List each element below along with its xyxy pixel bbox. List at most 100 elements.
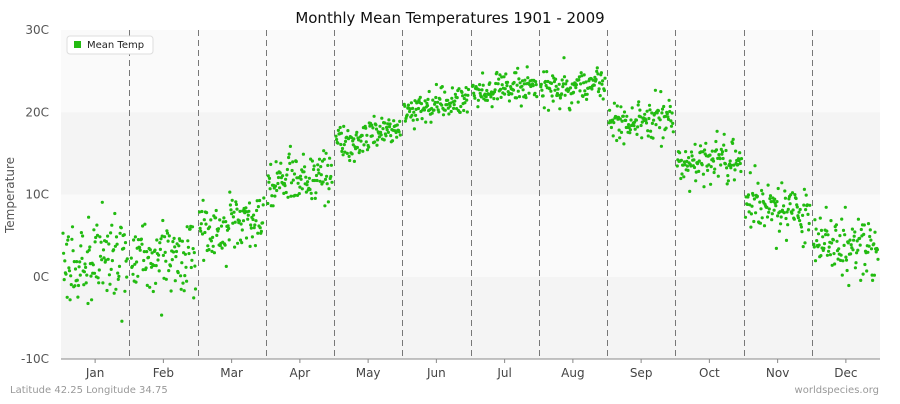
- data-point: [873, 230, 877, 234]
- data-point: [174, 255, 178, 259]
- data-point: [731, 141, 735, 145]
- data-point: [138, 245, 142, 250]
- data-point: [511, 88, 516, 92]
- data-point: [849, 252, 853, 256]
- data-point: [443, 108, 447, 112]
- data-point: [408, 107, 412, 111]
- data-point: [858, 236, 862, 240]
- data-point: [591, 78, 595, 82]
- data-point: [145, 250, 149, 254]
- data-point: [870, 273, 874, 277]
- data-point: [214, 208, 218, 213]
- data-point: [704, 141, 708, 145]
- data-point: [476, 98, 480, 102]
- data-point: [595, 69, 599, 73]
- data-point: [733, 168, 737, 172]
- data-point: [648, 108, 652, 112]
- data-point: [562, 75, 567, 79]
- data-point: [693, 142, 697, 146]
- data-point: [158, 247, 162, 251]
- data-point: [585, 97, 589, 101]
- data-point: [765, 215, 770, 219]
- data-point: [790, 191, 795, 195]
- data-point: [161, 253, 165, 257]
- data-point: [166, 239, 170, 243]
- data-point: [574, 86, 578, 90]
- data-point: [692, 158, 696, 162]
- data-point: [717, 153, 721, 157]
- data-point: [145, 283, 149, 287]
- data-point: [772, 208, 776, 212]
- background-band: [61, 194, 880, 277]
- x-tick-label: Nov: [766, 366, 789, 380]
- data-point: [388, 122, 392, 126]
- footer-source: worldspecies.org: [795, 385, 879, 396]
- data-point: [413, 99, 417, 103]
- data-point: [155, 238, 159, 242]
- data-point: [719, 163, 723, 167]
- data-point: [808, 203, 812, 207]
- data-point: [160, 313, 164, 317]
- data-point: [685, 159, 689, 163]
- data-point: [782, 211, 786, 215]
- data-point: [182, 289, 186, 293]
- data-point: [232, 210, 236, 214]
- data-point: [682, 175, 686, 179]
- data-point: [848, 238, 852, 242]
- data-point: [462, 108, 466, 113]
- data-point: [138, 248, 142, 252]
- data-point: [106, 257, 110, 261]
- y-tick-label: -10C: [21, 352, 49, 366]
- data-point: [659, 144, 664, 148]
- data-point: [796, 216, 801, 220]
- data-point: [459, 104, 463, 109]
- data-point: [136, 238, 140, 242]
- data-point: [765, 205, 769, 209]
- data-point: [554, 77, 558, 81]
- data-point: [558, 96, 563, 100]
- data-point: [776, 186, 780, 191]
- data-point: [85, 273, 89, 277]
- data-point: [801, 245, 805, 249]
- data-point: [149, 265, 154, 269]
- data-point: [168, 264, 173, 268]
- data-point: [228, 190, 232, 194]
- data-point: [783, 196, 788, 200]
- data-point: [193, 264, 197, 268]
- data-point: [769, 200, 773, 204]
- data-point: [608, 108, 612, 112]
- data-point: [378, 124, 382, 128]
- data-point: [726, 179, 731, 183]
- data-point: [635, 132, 639, 136]
- data-point: [97, 268, 101, 272]
- data-point: [189, 265, 193, 270]
- data-point: [131, 272, 135, 276]
- data-point: [69, 274, 73, 278]
- data-point: [255, 199, 259, 203]
- data-point: [868, 228, 872, 232]
- data-point: [252, 213, 256, 217]
- data-point: [671, 121, 675, 125]
- data-point: [112, 291, 116, 295]
- data-point: [343, 150, 347, 154]
- data-point: [167, 234, 171, 238]
- x-tick-label: Jan: [85, 366, 105, 380]
- data-point: [723, 162, 728, 166]
- data-point: [101, 248, 106, 252]
- data-point: [490, 105, 494, 109]
- y-tick-label: 0C: [33, 270, 49, 284]
- data-point: [163, 235, 167, 239]
- data-point: [570, 101, 574, 105]
- data-point: [237, 219, 241, 223]
- data-point: [611, 134, 615, 138]
- data-point: [816, 232, 821, 236]
- data-point: [689, 150, 694, 154]
- data-point: [106, 234, 110, 238]
- data-point: [188, 227, 192, 231]
- data-point: [376, 138, 380, 142]
- data-point: [125, 257, 129, 261]
- data-point: [643, 112, 647, 116]
- data-point: [107, 273, 111, 277]
- data-point: [246, 213, 250, 217]
- data-point: [384, 134, 388, 138]
